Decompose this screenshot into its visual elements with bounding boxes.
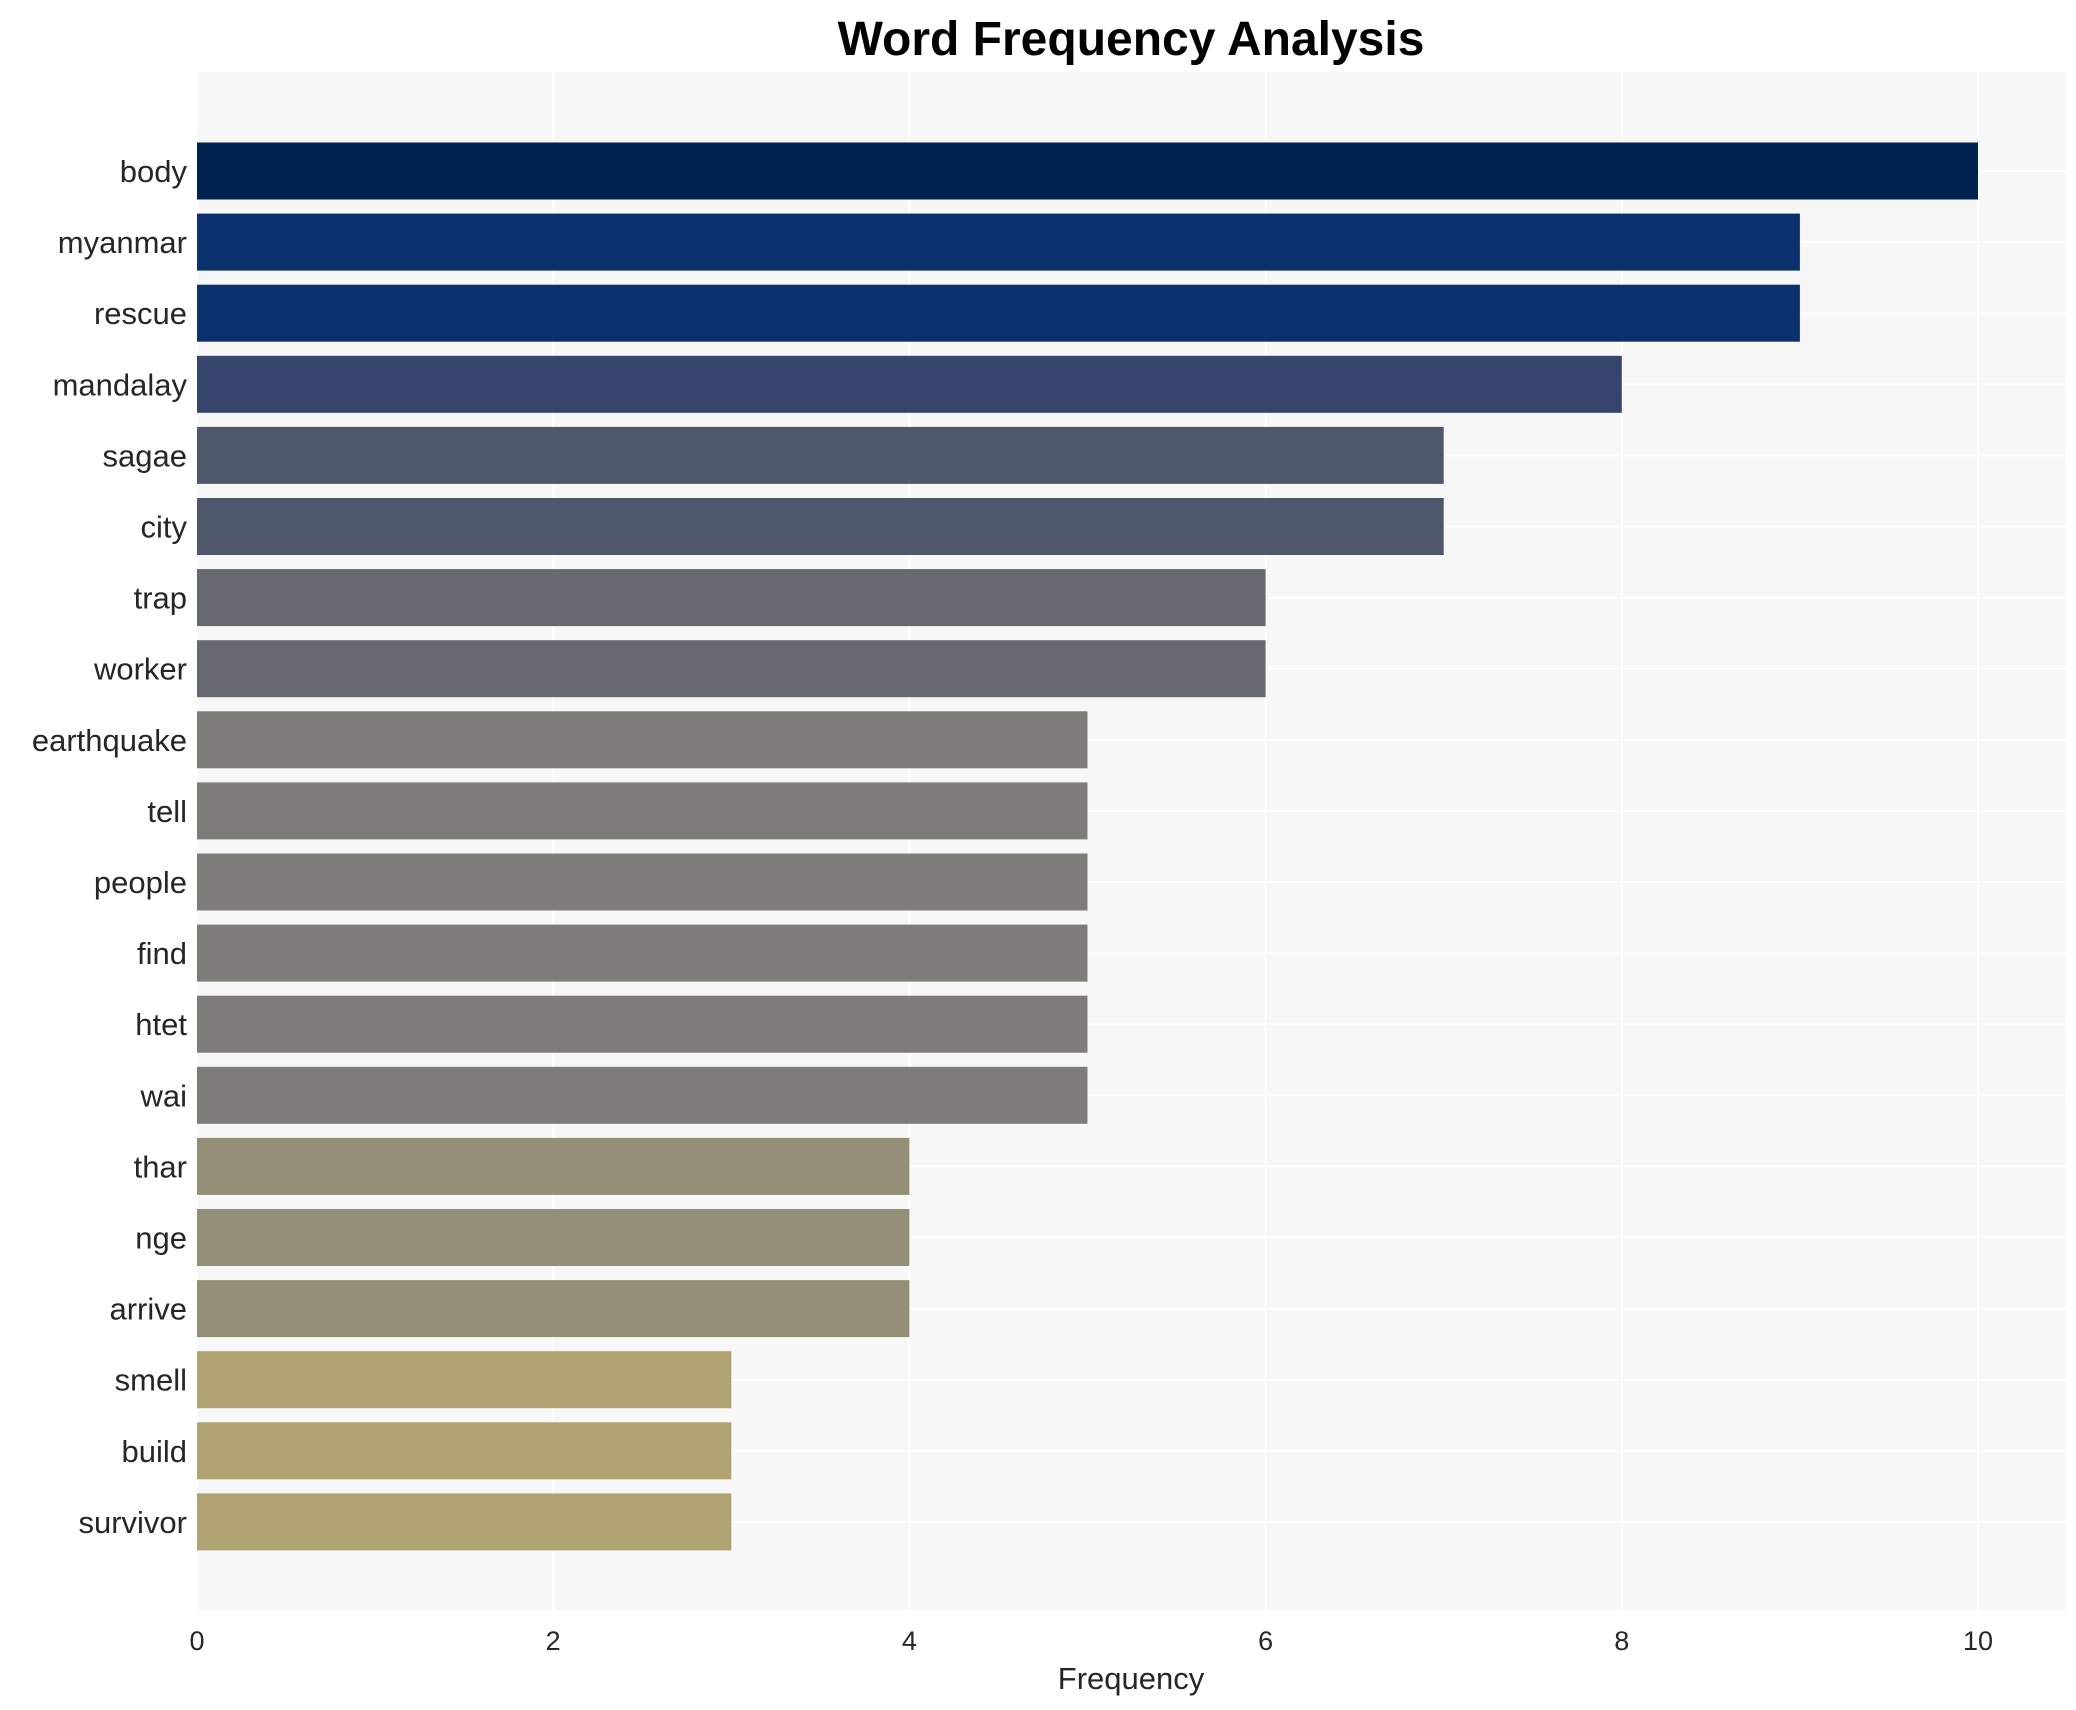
y-tick-label-survivor: survivor <box>78 1505 187 1540</box>
y-tick-label-find: find <box>137 936 187 971</box>
y-tick-label-sagae: sagae <box>103 438 187 473</box>
x-tick-label: 8 <box>1614 1626 1629 1656</box>
bar-tell <box>197 782 1088 840</box>
y-tick-labels: body myanmar rescue mandalay sagae city trap wo… <box>32 154 188 1540</box>
y-tick-label-worker: worker <box>93 652 187 687</box>
bar-htet <box>197 995 1088 1053</box>
y-tick-label-smell: smell <box>115 1363 187 1398</box>
bar-city <box>197 498 1444 555</box>
bar-earthquake <box>197 711 1088 769</box>
y-tick-label-thar: thar <box>134 1149 187 1184</box>
bars <box>197 142 1978 1551</box>
bar-people <box>197 853 1088 911</box>
y-tick-label-myanmar: myanmar <box>58 225 187 260</box>
x-tick-label: 10 <box>1963 1626 1993 1656</box>
y-tick-label-htet: htet <box>135 1007 187 1042</box>
bar-thar <box>197 1137 910 1195</box>
x-tick-label: 0 <box>189 1626 204 1656</box>
bar-arrive <box>197 1280 910 1338</box>
x-tick-labels: 0 2 4 6 8 10 <box>189 1626 1993 1656</box>
bar-build <box>197 1422 732 1480</box>
y-tick-label-earthquake: earthquake <box>32 723 187 758</box>
bar-survivor <box>197 1493 732 1551</box>
y-tick-label-body: body <box>120 154 188 189</box>
bar-smell <box>197 1351 732 1409</box>
bar-trap <box>197 569 1266 627</box>
bar-wai <box>197 1066 1088 1124</box>
y-tick-label-wai: wai <box>139 1078 187 1113</box>
chart-title: Word Frequency Analysis <box>838 13 1425 66</box>
y-tick-label-people: people <box>94 865 187 900</box>
y-tick-label-tell: tell <box>147 794 187 829</box>
bar-body <box>197 142 1978 200</box>
y-tick-label-arrive: arrive <box>109 1292 187 1327</box>
bar-myanmar <box>197 213 1800 271</box>
x-tick-label: 4 <box>902 1626 917 1656</box>
bar-sagae <box>197 426 1444 484</box>
bar-mandalay <box>197 355 1622 413</box>
x-tick-label: 2 <box>546 1626 561 1656</box>
y-tick-label-trap: trap <box>134 581 187 616</box>
bar-find <box>197 924 1088 982</box>
x-axis-label: Frequency <box>1058 1661 1205 1696</box>
y-tick-label-rescue: rescue <box>94 296 187 331</box>
bar-rescue <box>197 284 1800 342</box>
y-tick-label-mandalay: mandalay <box>53 367 188 402</box>
y-tick-label-city: city <box>141 510 188 545</box>
bar-worker <box>197 640 1266 698</box>
y-tick-label-nge: nge <box>135 1221 187 1256</box>
x-tick-label: 6 <box>1258 1626 1273 1656</box>
bar-nge <box>197 1209 910 1266</box>
y-tick-label-build: build <box>122 1434 188 1469</box>
